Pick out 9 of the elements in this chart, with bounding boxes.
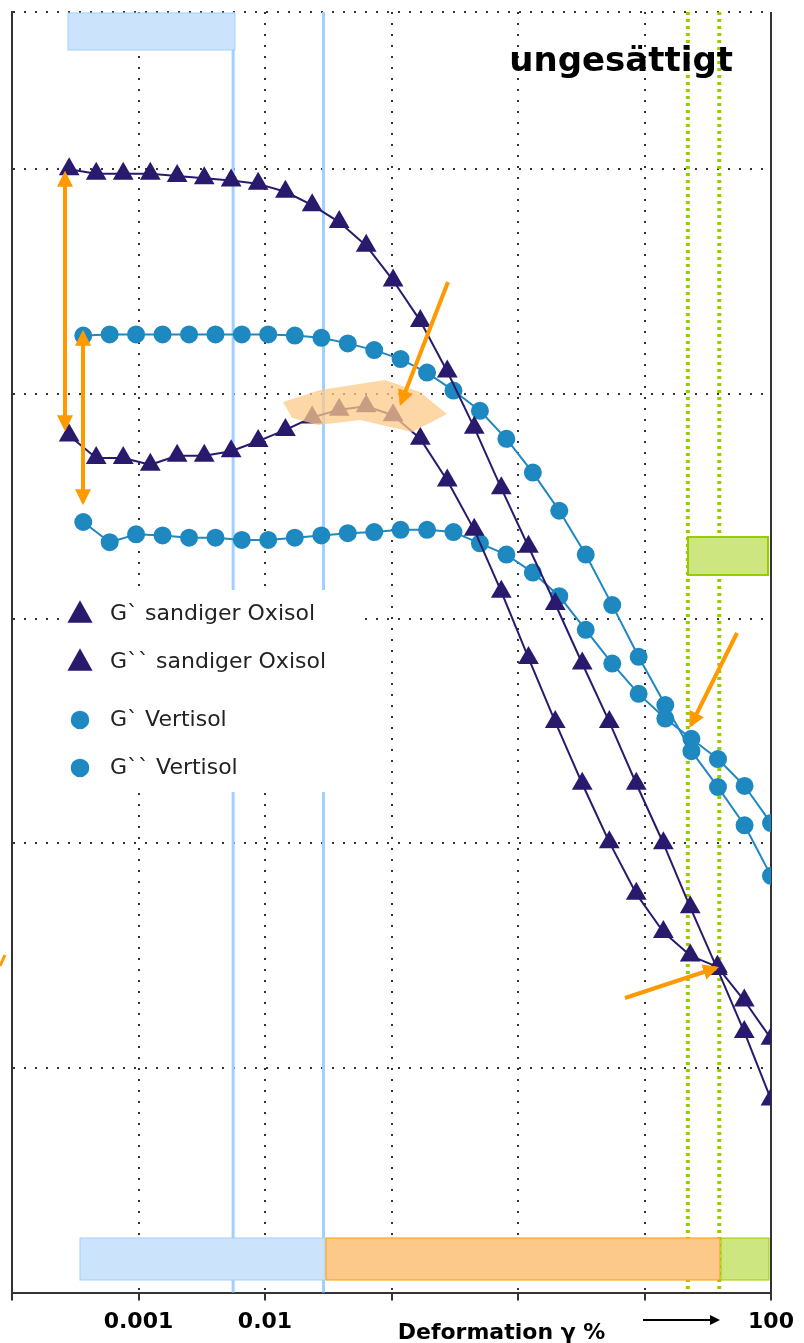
chart-title: ungesättigt <box>509 38 733 79</box>
legend-label: G` Vertisol <box>110 705 227 731</box>
x-axis-title: Deformation γ % <box>397 1319 606 1343</box>
legend-label: G`` Vertisol <box>110 753 238 779</box>
x-tick-label: 0.01 <box>237 1307 293 1333</box>
x-tick-label: 100 <box>748 1307 794 1333</box>
legend-label: G` sandiger Oxisol <box>110 599 316 625</box>
x-tick-label: 0.001 <box>103 1307 174 1333</box>
legend-label: G`` sandiger Oxisol <box>110 647 327 673</box>
